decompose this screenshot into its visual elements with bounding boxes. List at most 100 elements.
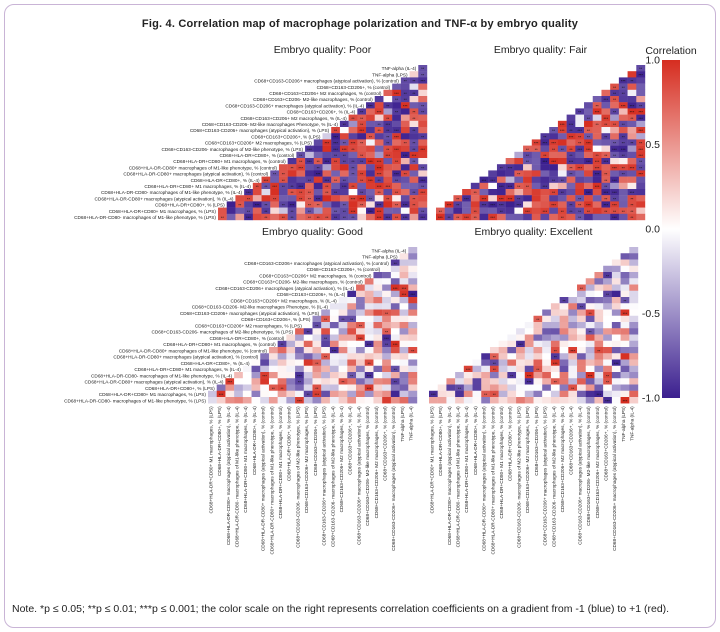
significance-mark: *** bbox=[577, 147, 582, 152]
heatmap-cell bbox=[505, 195, 515, 202]
heatmap-cell bbox=[629, 290, 639, 298]
heatmap-cell bbox=[550, 334, 560, 341]
significance-mark: *** bbox=[499, 184, 504, 189]
significance-mark: ** bbox=[341, 380, 345, 385]
heatmap-cell bbox=[366, 139, 375, 146]
significance-mark: ** bbox=[360, 110, 364, 115]
heatmap-cell bbox=[348, 201, 358, 208]
heatmap-cell bbox=[618, 127, 628, 134]
panel-title: Embryo quality: Excellent bbox=[475, 226, 593, 238]
significance-mark: ** bbox=[395, 97, 399, 102]
row-label: CD68+HLA-DR+CD80+, % (LPS) bbox=[145, 386, 215, 391]
colorbar-tick-label: -0.5 bbox=[642, 308, 660, 320]
heatmap-cell bbox=[611, 397, 621, 404]
heatmap-cell bbox=[533, 353, 543, 360]
heatmap-cell bbox=[392, 213, 402, 221]
heatmap-cell bbox=[338, 384, 348, 391]
heatmap-cell bbox=[400, 127, 410, 134]
heatmap-cell bbox=[498, 378, 508, 385]
significance-mark: *** bbox=[307, 147, 312, 152]
heatmap-cell bbox=[472, 378, 482, 385]
heatmap-cell bbox=[400, 108, 410, 115]
heatmap-cell bbox=[549, 158, 559, 165]
heatmap-cell bbox=[383, 102, 393, 109]
heatmap-cell bbox=[618, 213, 628, 221]
heatmap-cell bbox=[261, 176, 271, 183]
heatmap-cell bbox=[533, 372, 543, 379]
heatmap-cell bbox=[618, 170, 628, 177]
heatmap-cell bbox=[305, 207, 314, 214]
heatmap-cell bbox=[498, 359, 508, 366]
heatmap-cell bbox=[408, 290, 418, 298]
significance-mark: ** bbox=[569, 128, 573, 133]
heatmap-cell bbox=[611, 309, 621, 316]
heatmap-cell bbox=[463, 365, 473, 373]
heatmap-cell bbox=[540, 201, 550, 208]
heatmap-cell bbox=[312, 390, 322, 398]
row-label: CD68+HLA-DR+CD80+ M1 macrophages, % (con… bbox=[173, 159, 286, 164]
heatmap-cell bbox=[329, 353, 339, 360]
heatmap-cell bbox=[226, 201, 236, 208]
heatmap-cell bbox=[382, 359, 392, 366]
heatmap-cell bbox=[488, 207, 498, 214]
heatmap-cell bbox=[373, 272, 383, 279]
significance-mark: ** bbox=[604, 172, 608, 177]
significance-mark: *** bbox=[368, 178, 373, 183]
heatmap-cell bbox=[373, 397, 383, 404]
heatmap-cell bbox=[296, 158, 306, 165]
heatmap-cell bbox=[577, 303, 586, 310]
heatmap-cell bbox=[408, 278, 418, 285]
significance-mark: *** bbox=[298, 184, 303, 189]
heatmap-cell bbox=[462, 201, 472, 208]
heatmap-cell bbox=[303, 384, 313, 391]
heatmap-cell bbox=[523, 164, 532, 171]
heatmap-cell bbox=[531, 201, 541, 208]
heatmap-cell bbox=[462, 213, 472, 221]
heatmap-cell bbox=[472, 390, 482, 398]
heatmap-cell bbox=[592, 139, 602, 146]
heatmap-cell bbox=[577, 378, 586, 385]
heatmap-cell bbox=[329, 315, 339, 323]
significance-mark: ** bbox=[623, 298, 627, 303]
heatmap-cell bbox=[383, 158, 393, 165]
heatmap-cell bbox=[594, 315, 604, 323]
heatmap-cell bbox=[498, 365, 508, 373]
heatmap-panel-3: Embryo quality: Good***** ****** ******* **… bbox=[64, 226, 418, 555]
column-label: CD68+CD163+CD206+ M2 macrophages, % (IL-… bbox=[339, 406, 344, 513]
heatmap-cell bbox=[636, 83, 646, 90]
significance-mark: ** bbox=[613, 141, 617, 146]
heatmap-cell bbox=[610, 182, 620, 190]
heatmap-cell bbox=[505, 189, 515, 196]
significance-mark: *** bbox=[551, 203, 556, 208]
significance-mark: ** bbox=[604, 184, 608, 189]
heatmap-cell bbox=[618, 120, 628, 128]
significance-mark: ** bbox=[290, 165, 294, 170]
heatmap-cell bbox=[531, 207, 541, 214]
significance-mark: *** bbox=[420, 190, 425, 195]
heatmap-cell bbox=[277, 347, 287, 354]
heatmap-cell bbox=[400, 139, 410, 146]
heatmap-cell bbox=[584, 102, 593, 109]
significance-mark: *** bbox=[255, 203, 260, 208]
heatmap-cell bbox=[418, 158, 428, 165]
heatmap-cell bbox=[523, 158, 532, 165]
heatmap-cell bbox=[373, 390, 383, 398]
heatmap-cell bbox=[601, 151, 611, 159]
significance-mark: *** bbox=[577, 165, 582, 170]
heatmap-cell bbox=[550, 372, 560, 379]
heatmap-cell bbox=[286, 384, 296, 391]
significance-mark: ** bbox=[596, 153, 600, 158]
row-label: CD68+CD163+CD206+, % (LPS) bbox=[241, 317, 311, 322]
significance-mark: *** bbox=[527, 373, 532, 378]
heatmap-cell bbox=[636, 189, 646, 196]
heatmap-cell bbox=[400, 77, 410, 84]
heatmap-cell bbox=[322, 139, 332, 146]
heatmap-cell bbox=[568, 297, 578, 304]
heatmap-cell bbox=[542, 365, 552, 373]
heatmap-cell bbox=[566, 176, 576, 183]
heatmap-cell bbox=[390, 278, 400, 285]
heatmap-cell bbox=[481, 353, 491, 360]
heatmap-cell bbox=[437, 384, 447, 391]
significance-mark: ** bbox=[412, 203, 416, 208]
heatmap-cell bbox=[611, 315, 621, 323]
